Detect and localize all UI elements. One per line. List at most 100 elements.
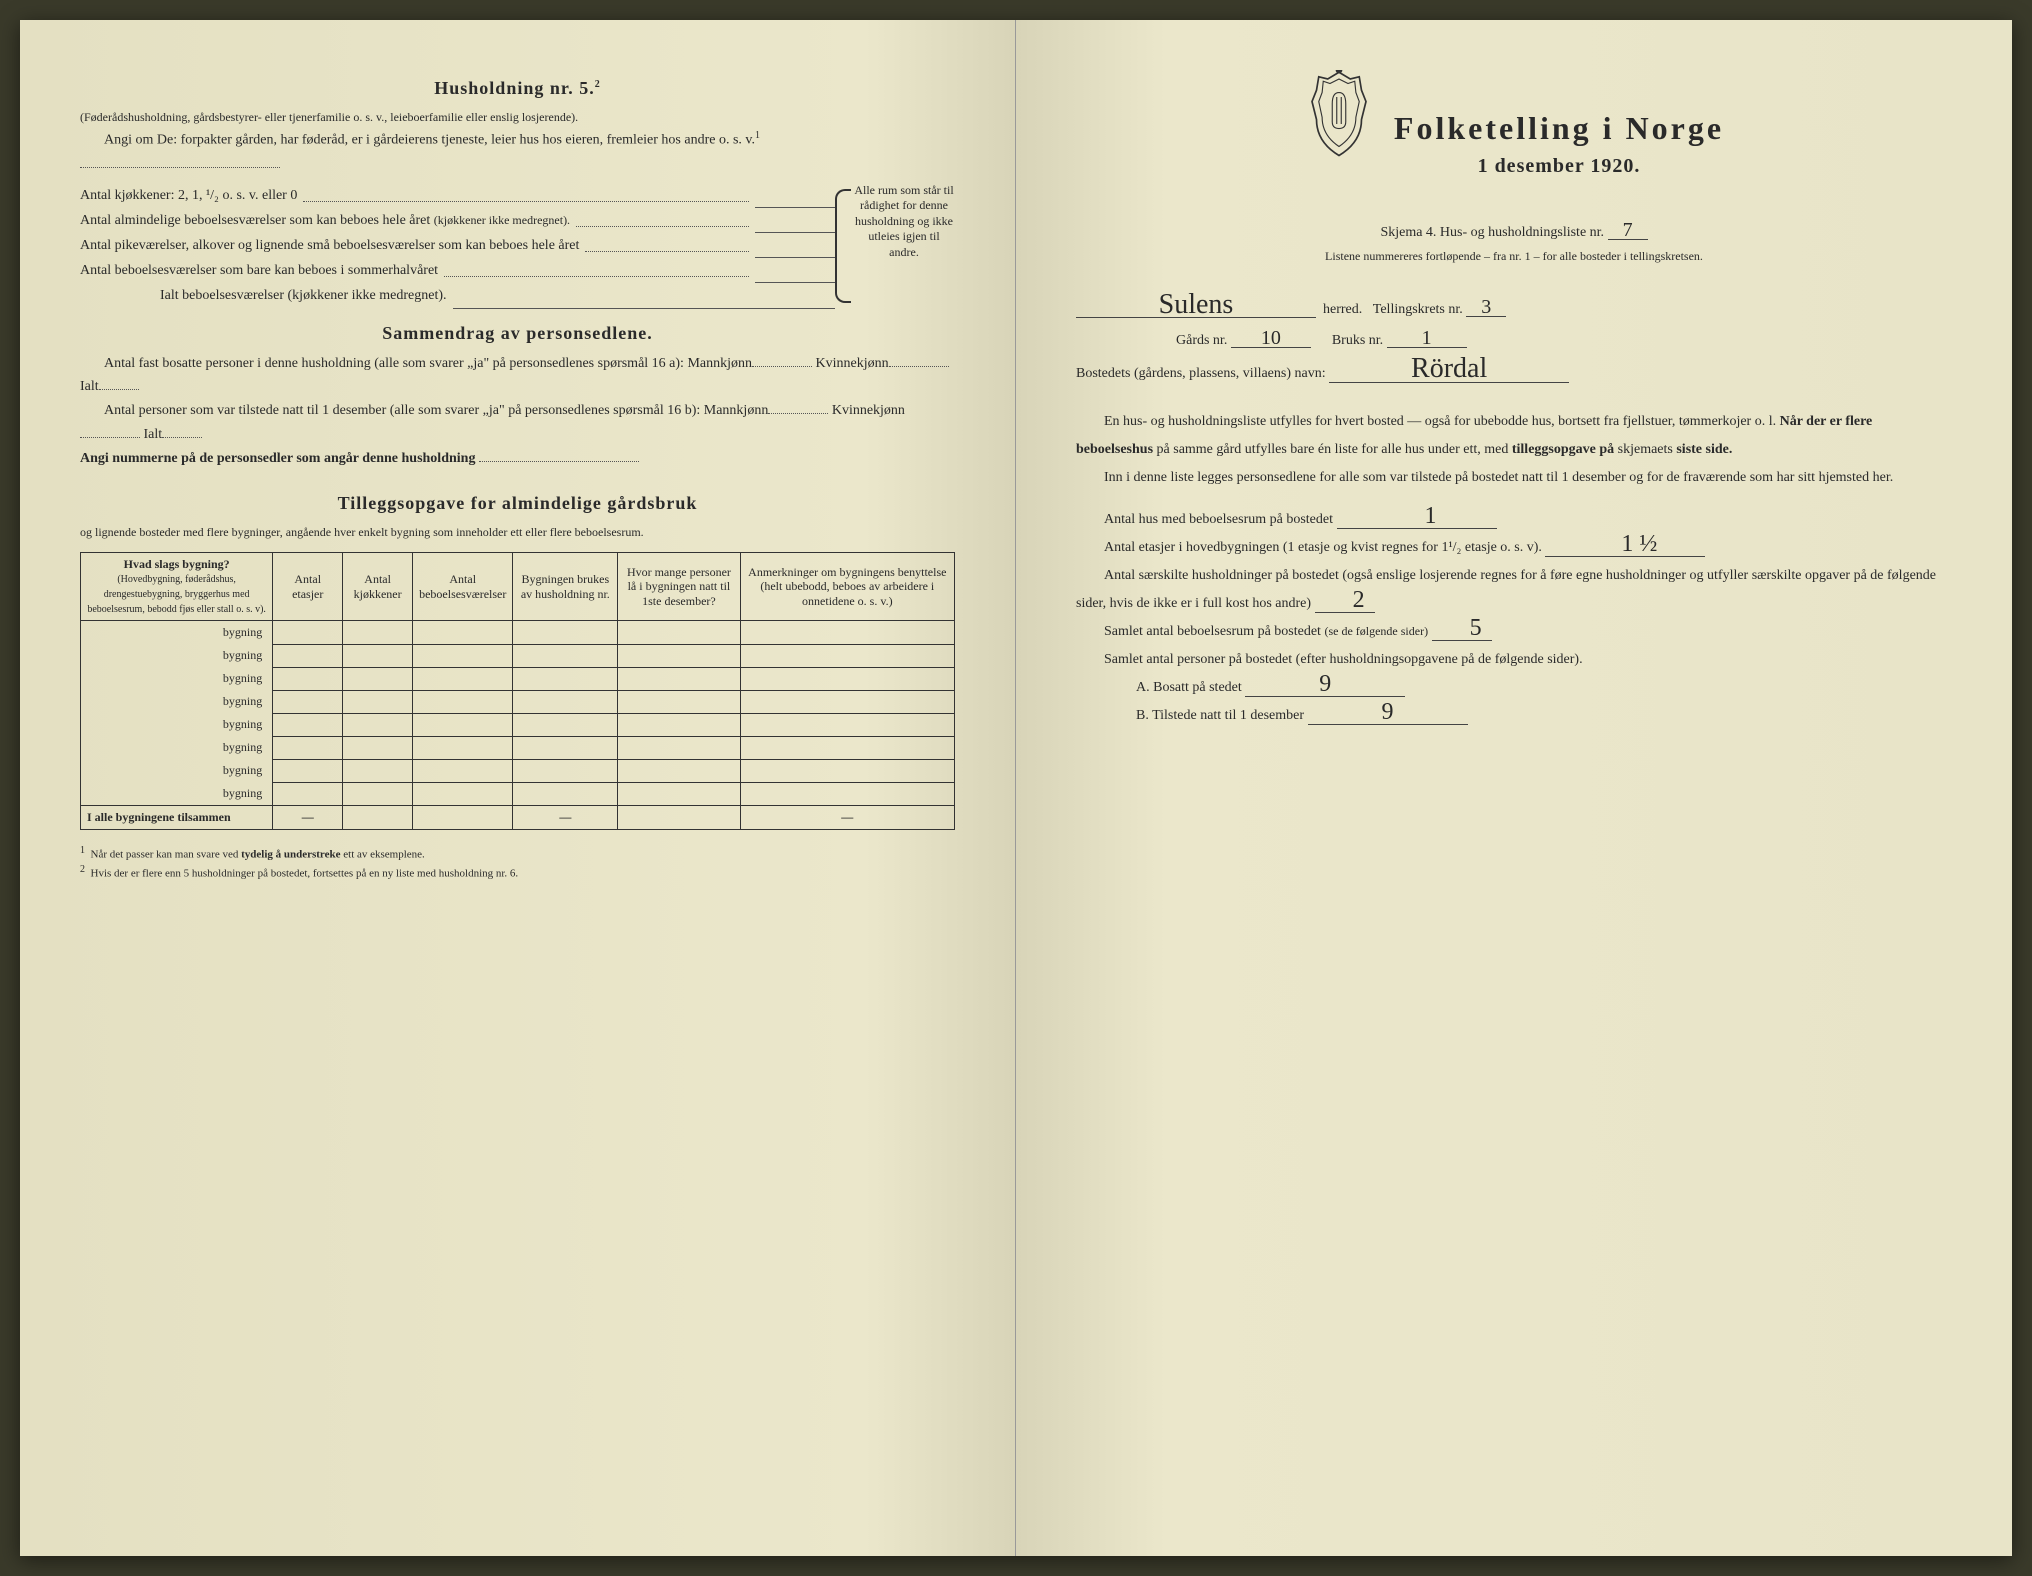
bruks-label: Bruks nr.: [1332, 333, 1383, 348]
sdr2-ialt-fill: [162, 437, 202, 438]
body1-f: siste side.: [1676, 442, 1732, 457]
table-head: Hvad slags bygning? (Hovedbygning, føder…: [81, 552, 955, 620]
footnotes: 1 Når det passer kan man svare ved tydel…: [80, 844, 955, 882]
sdr2-pre: Antal personer som var tilstede natt til…: [104, 403, 700, 418]
row-b: Antal pikeværelser, alkover og lignende …: [80, 233, 835, 258]
row-c-fill: [755, 258, 835, 283]
gards-value: 10: [1231, 329, 1311, 348]
krets-label: Tellingskrets nr.: [1373, 302, 1463, 317]
body1-d: tilleggsopgave på: [1512, 442, 1614, 457]
dash-cell: —: [513, 806, 618, 830]
kvinne-label2: Kvinnekjønn: [832, 403, 905, 418]
sdr3-fill: [479, 461, 639, 462]
ialt-label2: Ialt: [144, 427, 163, 442]
q-b-label: B. Tilstede natt til 1 desember: [1136, 708, 1304, 723]
sdr1-kvinne-fill: [889, 366, 949, 367]
tillegg-table: Hvad slags bygning? (Hovedbygning, føder…: [80, 552, 955, 830]
tillegg-title: Tilleggsopgave for almindelige gårdsbruk: [80, 493, 955, 514]
ialt-label: Ialt: [80, 379, 99, 394]
herred-value: Sulens: [1076, 292, 1316, 318]
q-hush: Antal særskilte husholdninger på bostede…: [1076, 562, 1952, 618]
table-row: bygning: [81, 736, 955, 759]
row-a-note: (kjøkkener ikke medregnet).: [434, 213, 570, 227]
dash-cell: —: [273, 806, 343, 830]
kvinne-label: Kvinnekjønn: [816, 356, 889, 371]
bruks-value: 1: [1387, 329, 1467, 348]
row-total-text: Ialt beboelsesværelser (kjøkkener ikke m…: [160, 283, 447, 308]
sdr1-pre: Antal fast bosatte personer i denne hush…: [104, 356, 684, 371]
q-hush-value: 2: [1315, 590, 1375, 613]
body1-a: En hus- og husholdningsliste utfylles fo…: [1104, 414, 1780, 429]
q-etasjer-label: Antal etasjer i hovedbygningen (1 etasje…: [1104, 540, 1542, 555]
krets-value: 3: [1466, 298, 1506, 317]
table-row: bygning: [81, 690, 955, 713]
th2: Antal etasjer: [273, 552, 343, 620]
mann-label: Mannkjønn: [687, 356, 752, 371]
th5: Bygningen brukes av husholdning nr.: [513, 552, 618, 620]
dots: [585, 233, 749, 252]
row-total: Ialt beboelsesværelser (kjøkkener ikke m…: [80, 283, 835, 308]
intro-angi: Angi om De: forpakter gården, har føderå…: [80, 127, 955, 176]
sdr1: Antal fast bosatte personer i denne hush…: [80, 352, 955, 400]
row-b-fill: [755, 233, 835, 258]
table-body: bygning bygning bygning bygning bygning …: [81, 621, 955, 830]
table-totals-row: I alle bygningene tilsammen — — —: [81, 806, 955, 830]
right-page: Folketelling i Norge 1 desember 1920. Sk…: [1016, 20, 2012, 1556]
body1-e: skjemaets: [1618, 442, 1677, 457]
brace-block: Antal kjøkkener: 2, 1, ¹/₂ o. s. v. elle…: [80, 183, 955, 309]
row-a: Antal almindelige beboelsesværelser som …: [80, 208, 835, 233]
gards-label: Gårds nr.: [1176, 333, 1227, 348]
bygning-cell: bygning: [81, 621, 273, 645]
q-hus-label: Antal hus med beboelsesrum på bostedet: [1104, 512, 1333, 527]
bygning-cell: bygning: [81, 782, 273, 806]
q-b: B. Tilstede natt til 1 desember 9: [1076, 702, 1952, 730]
footnote-1: 1 Når det passer kan man svare ved tydel…: [80, 844, 955, 863]
totals-label: I alle bygningene tilsammen: [81, 806, 273, 830]
th4: Antal beboelsesværelser: [413, 552, 513, 620]
kjokkener-label: Antal kjøkkener: 2, 1, ¹/₂ o. s. v. elle…: [80, 183, 297, 208]
q-etasjer: Antal etasjer i hovedbygningen (1 etasje…: [1076, 534, 1952, 562]
sdr1-ialt-fill: [99, 389, 139, 390]
q-a-label: A. Bosatt på stedet: [1136, 680, 1242, 695]
bygning-cell: bygning: [81, 713, 273, 736]
th6: Hvor mange personer lå i bygningen natt …: [618, 552, 740, 620]
th3: Antal kjøkkener: [343, 552, 413, 620]
kjokkener-fill: [755, 183, 835, 208]
gards-line: Gårds nr. 10 Bruks nr. 1: [1076, 326, 1952, 357]
skjema-pre: Skjema 4. Hus- og husholdningsliste nr.: [1380, 225, 1604, 240]
q-rum-value: 5: [1432, 618, 1492, 641]
bosted-label: Bostedets (gårdens, plassens, villaens) …: [1076, 366, 1326, 381]
crest-icon: [1304, 70, 1374, 170]
intro-angi-sup: 1: [755, 130, 760, 141]
sdr1-mann-fill: [752, 366, 812, 367]
body1-c: på samme gård utfylles bare én liste for…: [1157, 442, 1512, 457]
q-rum: Samlet antal beboelsesrum på bostedet (s…: [1076, 618, 1952, 646]
row-a-fill: [755, 208, 835, 233]
th1-sub: (Hovedbygning, føderådshus, drengestueby…: [87, 574, 266, 615]
q-hus-value: 1: [1337, 506, 1497, 529]
body1: En hus- og husholdningsliste utfylles fo…: [1076, 408, 1952, 464]
bygning-cell: bygning: [81, 644, 273, 667]
tillegg-sub: og lignende bosteder med flere bygninger…: [80, 522, 955, 542]
sdr2: Antal personer som var tilstede natt til…: [80, 399, 955, 447]
bosted-value: Rördal: [1329, 356, 1569, 382]
sdr2-mann-fill: [768, 413, 828, 414]
bygning-cell: bygning: [81, 759, 273, 782]
herred-label: herred.: [1323, 302, 1362, 317]
th1-text: Hvad slags bygning?: [124, 557, 230, 571]
titles: Folketelling i Norge 1 desember 1920.: [1394, 70, 1724, 218]
sammendrag-title: Sammendrag av personsedlene.: [80, 323, 955, 344]
row-c: Antal beboelsesværelser som bare kan beb…: [80, 258, 835, 283]
q-hus: Antal hus med beboelsesrum på bostedet 1: [1076, 506, 1952, 534]
q-b-value: 9: [1308, 702, 1468, 725]
fn2-text: Hvis der er flere enn 5 husholdninger på…: [91, 868, 519, 880]
skjema-line: Skjema 4. Hus- og husholdningsliste nr. …: [1076, 218, 1952, 249]
husholdning-title: Husholdning nr. 5.2: [80, 78, 955, 99]
kjokkener-row: Antal kjøkkener: 2, 1, ¹/₂ o. s. v. elle…: [80, 183, 835, 208]
bygning-cell: bygning: [81, 736, 273, 759]
main-title: Folketelling i Norge: [1394, 110, 1724, 147]
dots: [576, 208, 749, 227]
th7: Anmerkninger om bygningens benyttelse (h…: [740, 552, 954, 620]
q-a: A. Bosatt på stedet 9: [1076, 674, 1952, 702]
table-row: bygning: [81, 713, 955, 736]
